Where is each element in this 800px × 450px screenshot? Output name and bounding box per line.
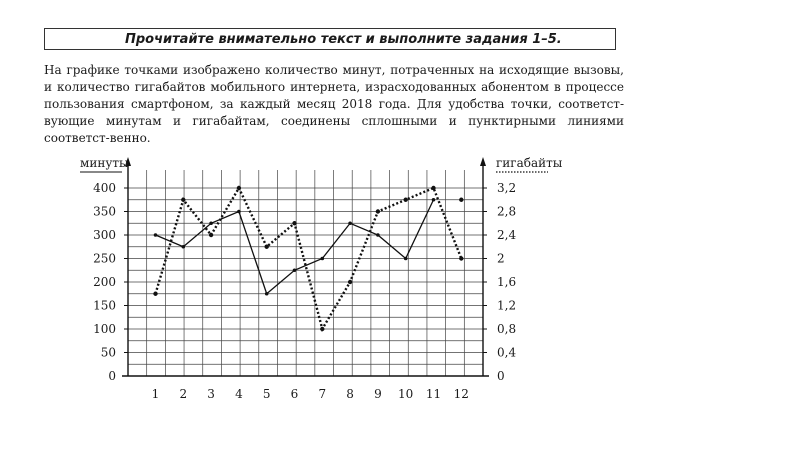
minutes-point [209,221,213,226]
gigabytes-point [375,209,381,214]
x-tick-label: 5 [263,387,271,401]
y-left-tick-label: 50 [101,346,116,360]
gigabytes-point [208,232,214,238]
intro-paragraph: На графике точками изображено количество… [44,63,624,145]
y-right-tick-label: 3,2 [497,181,516,195]
y-left-tick-label: 0 [108,369,116,383]
gigabytes-point [403,197,408,202]
y-right-tick-label: 0,4 [497,346,516,360]
y-right-tick-label: 1,2 [497,299,516,313]
minutes-point [348,221,352,226]
gigabytes-point [431,185,436,191]
y-axis-right-title: гигабайты [496,156,563,170]
minutes-point [153,233,158,237]
gigabytes-point [459,256,464,261]
y-right-tick-label: 1,6 [497,275,516,289]
x-tick-label: 3 [207,387,215,401]
minutes-point [292,268,297,273]
x-tick-label: 2 [179,387,187,401]
x-tick-label: 6 [291,387,299,401]
task-header-title: Прочитайте внимательно текст и выполните… [125,31,562,47]
x-tick-label: 12 [454,387,469,401]
x-tick-label: 7 [318,387,326,401]
y-right-tick-label: 0 [497,369,505,383]
minutes-point [264,291,269,296]
x-tick-label: 4 [235,387,243,401]
y-left-tick-label: 150 [93,299,116,313]
y-left-tick-label: 300 [93,228,116,242]
y-left-tick-label: 200 [93,275,116,289]
gigabytes-point [320,326,325,332]
extra-point [459,197,464,202]
gigabytes-point [236,185,242,191]
minutes-point [320,256,325,261]
minutes-point [237,209,241,214]
y-right-tick-label: 2 [497,252,505,266]
minutes-point [376,233,380,237]
minutes-point [181,244,186,249]
y-axis-left-arrow [125,157,131,166]
gigabytes-point [347,279,353,285]
gigabytes-point [292,221,297,226]
x-tick-label: 8 [346,387,354,401]
y-left-tick-label: 400 [93,181,116,195]
minutes-point [431,197,436,202]
x-tick-label: 11 [426,387,441,401]
y-right-tick-label: 2,8 [497,205,516,219]
y-right-tick-label: 0,8 [497,322,516,336]
y-left-tick-label: 350 [93,205,116,219]
series-gigabytes-line [154,185,463,333]
gigabytes-point [264,244,269,249]
x-tick-label: 10 [398,387,413,401]
y-axis-right-arrow [480,157,486,166]
task-header: Прочитайте внимательно текст и выполните… [44,28,616,50]
x-tick-label: 9 [374,387,382,401]
y-left-tick-label: 100 [93,322,116,336]
x-tick-label: 1 [152,387,160,401]
y-axis-left-title: минуты [80,156,129,170]
y-right-tick-label: 2,4 [497,228,516,242]
gigabytes-point [153,291,158,296]
gigabytes-point [181,197,186,202]
minutes-point [403,256,408,261]
y-left-tick-label: 250 [93,252,116,266]
